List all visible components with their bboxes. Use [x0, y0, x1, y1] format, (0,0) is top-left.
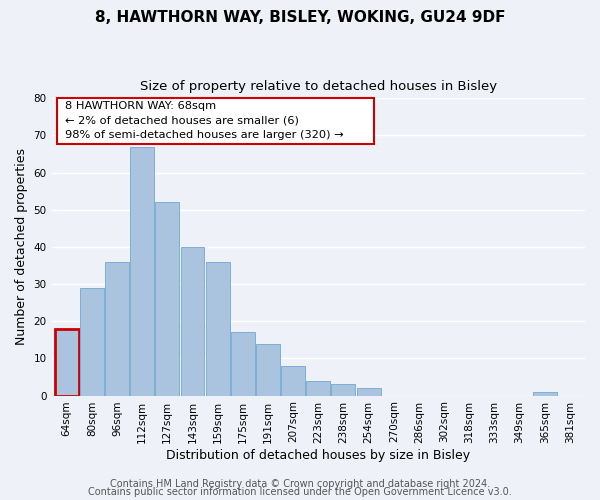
Y-axis label: Number of detached properties: Number of detached properties: [15, 148, 28, 346]
Bar: [130, 146, 154, 396]
X-axis label: Distribution of detached houses by size in Bisley: Distribution of detached houses by size …: [166, 450, 470, 462]
Bar: [356, 388, 380, 396]
Text: Contains HM Land Registry data © Crown copyright and database right 2024.: Contains HM Land Registry data © Crown c…: [110, 479, 490, 489]
Bar: [105, 262, 129, 396]
Text: Contains public sector information licensed under the Open Government Licence v3: Contains public sector information licen…: [88, 487, 512, 497]
Bar: [533, 392, 557, 396]
Bar: [55, 328, 79, 396]
Title: Size of property relative to detached houses in Bisley: Size of property relative to detached ho…: [140, 80, 497, 93]
Bar: [206, 262, 230, 396]
Bar: [281, 366, 305, 396]
Text: 8 HAWTHORN WAY: 68sqm
← 2% of detached houses are smaller (6)
98% of semi-detach: 8 HAWTHORN WAY: 68sqm ← 2% of detached h…: [65, 102, 344, 140]
Bar: [181, 247, 205, 396]
Text: 8, HAWTHORN WAY, BISLEY, WOKING, GU24 9DF: 8, HAWTHORN WAY, BISLEY, WOKING, GU24 9D…: [95, 10, 505, 25]
Bar: [331, 384, 355, 396]
Bar: [307, 380, 330, 396]
Bar: [80, 288, 104, 396]
Bar: [155, 202, 179, 396]
FancyBboxPatch shape: [57, 98, 374, 144]
Bar: [231, 332, 255, 396]
Bar: [256, 344, 280, 396]
